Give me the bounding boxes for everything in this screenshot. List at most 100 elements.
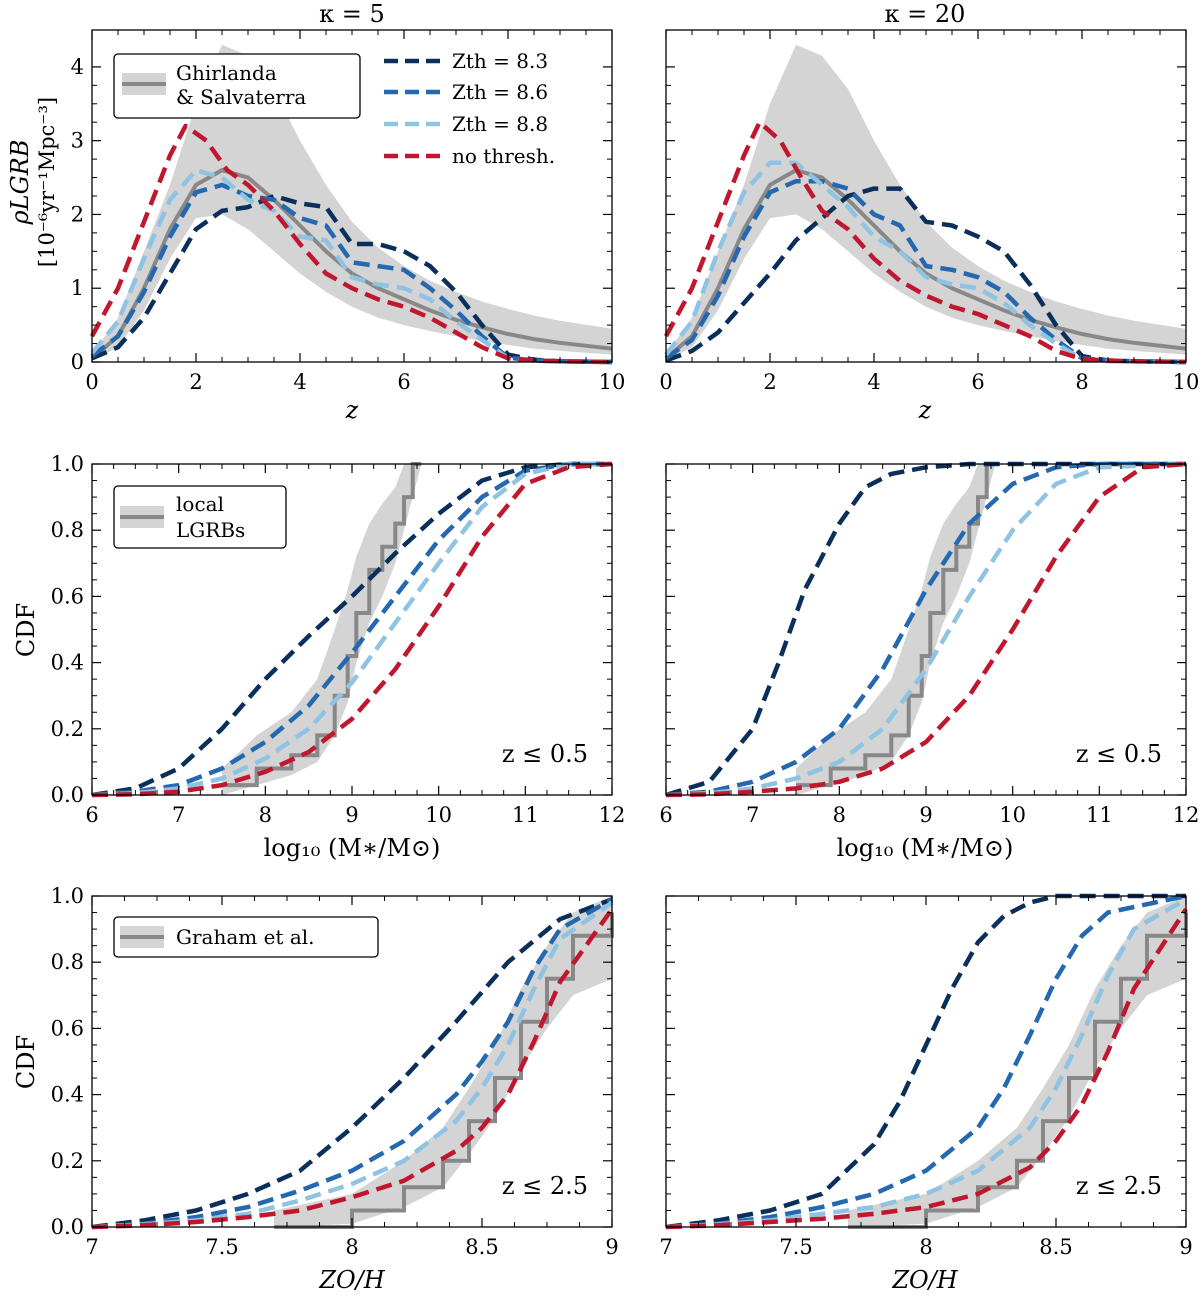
series-zth-8-6	[664, 178, 1187, 365]
y-tick-label: 3	[71, 129, 84, 153]
y-tick-label: 0.6	[51, 1016, 84, 1040]
y-tick-label: 1.0	[51, 452, 84, 476]
x-tick-label: 9	[345, 803, 358, 827]
metal-xlabel-left: ZO/H	[318, 1266, 385, 1294]
legend-ghirlanda-line2: & Salvaterra	[176, 85, 306, 109]
x-tick-label: 9	[605, 1235, 618, 1259]
y-tick-label: 1.0	[51, 884, 84, 908]
y-tick-label: 0.6	[51, 584, 84, 608]
series-zth-8-6	[91, 897, 614, 1230]
legend-label-z88: Zth = 8.8	[452, 112, 548, 136]
panel-rate-kappa20: 0 2 4 6 8 10	[659, 29, 1200, 394]
x-tick-label: 4	[293, 370, 306, 394]
metal-xlabel-right: ZO/H	[891, 1266, 958, 1294]
y-tick-label: 1	[71, 276, 84, 300]
series-zth-8-3	[91, 897, 613, 1230]
mass-annotation-left: z ≤ 0.5	[502, 740, 588, 768]
legend-models: Zth = 8.3 Zth = 8.6 Zth = 8.8 no thresh.	[374, 48, 588, 178]
x-tick-label: 7	[746, 803, 759, 827]
x-tick-label: 0	[659, 370, 672, 394]
x-tick-label: 8	[1075, 370, 1088, 394]
rate-ylabel: ρLGRB [10⁻⁶yr⁻¹Mpc⁻³]	[6, 97, 59, 267]
legend-ghirlanda-line1: Ghirlanda	[176, 61, 277, 85]
y-tick-label: 0	[71, 350, 84, 374]
series-zth-8-3	[665, 461, 1186, 798]
legend-local-line1: local	[176, 492, 224, 516]
x-tick-label: 8	[919, 1235, 932, 1259]
y-tick-label: 0.4	[51, 651, 84, 675]
mass-xlabel-left: log₁₀ (M∗/M⊙)	[264, 834, 441, 862]
series-zth-8-6	[665, 893, 1187, 1230]
obs-band	[848, 896, 1186, 1227]
mass-annotation-right: z ≤ 0.5	[1076, 740, 1162, 768]
metal-annotation-left: z ≤ 2.5	[502, 1172, 588, 1200]
series-zth-8-3	[665, 893, 1186, 1230]
series-no-thresh-	[664, 119, 1187, 365]
x-tick-label: 11	[1086, 803, 1113, 827]
x-tick-label: 9	[919, 803, 932, 827]
legend-frame	[113, 916, 379, 958]
series-no-thresh-	[91, 907, 614, 1230]
metal-annotation-right: z ≤ 2.5	[1076, 1172, 1162, 1200]
obs-line	[796, 462, 996, 788]
legend-frame	[113, 485, 287, 549]
rate-ylabel-line2: [10⁻⁶yr⁻¹Mpc⁻³]	[35, 97, 59, 267]
x-tick-label: 10	[599, 370, 626, 394]
legend-local-line2: LGRBs	[176, 518, 245, 542]
series-zth-8-8	[665, 461, 1187, 798]
obs-line	[274, 912, 614, 1229]
x-tick-label: 6	[659, 803, 672, 827]
x-tick-label: 8	[259, 803, 272, 827]
x-tick-label: 7	[85, 1235, 98, 1259]
x-tick-label: 8	[501, 370, 514, 394]
obs-band	[92, 44, 612, 361]
x-tick-label: 7.5	[205, 1235, 238, 1259]
series-zth-8-3	[91, 193, 613, 365]
y-tick-label: 2	[71, 202, 84, 226]
obs-line	[664, 168, 1187, 360]
y-tick-label: 0.2	[51, 1149, 84, 1173]
y-tick-label: 0.0	[51, 783, 84, 807]
panel-mass-kappa20: 6 7 8 9 10 11 12	[659, 461, 1200, 827]
x-tick-label: 8.5	[1039, 1235, 1072, 1259]
y-tick-label: 0.8	[51, 518, 84, 542]
y-tick-label: 0.4	[51, 1083, 84, 1107]
legend-graham: Graham et al.	[176, 925, 315, 949]
metal-ylabel: CDF	[12, 1035, 40, 1089]
x-tick-label: 7	[172, 803, 185, 827]
x-tick-label: 10	[999, 803, 1026, 827]
x-tick-label: 2	[763, 370, 776, 394]
rate-xlabel-right: z	[918, 396, 932, 424]
mass-xlabel-right: log₁₀ (M∗/M⊙)	[837, 834, 1014, 862]
obs-band	[666, 44, 1186, 361]
obs-band	[222, 464, 422, 795]
y-tick-label: 0.8	[51, 950, 84, 974]
x-tick-label: 10	[1173, 370, 1200, 394]
legend-label-z86: Zth = 8.6	[452, 80, 548, 104]
series-zth-8-6	[665, 461, 1186, 798]
x-tick-label: 9	[1179, 1235, 1192, 1259]
x-tick-label: 12	[1173, 803, 1200, 827]
x-tick-label: 2	[189, 370, 202, 394]
rate-xlabel-left: z	[345, 396, 359, 424]
legend-label-z83: Zth = 8.3	[452, 49, 548, 73]
x-tick-label: 6	[971, 370, 984, 394]
series-no-thresh-	[90, 123, 613, 365]
rate-ylabel-line1: ρLGRB	[6, 140, 34, 226]
x-tick-label: 11	[512, 803, 539, 827]
column-title-left: κ = 5	[319, 0, 385, 28]
legend-mass-observation: local LGRBs	[113, 485, 287, 549]
series-zth-8-3	[665, 186, 1187, 365]
y-tick-label: 0.0	[51, 1215, 84, 1239]
mass-ylabel: CDF	[12, 603, 40, 657]
x-tick-label: 6	[85, 803, 98, 827]
x-tick-label: 7.5	[779, 1235, 812, 1259]
panel-rate-kappa5: 0 2 4 6 8 10 0 1 2 3 4	[71, 29, 626, 394]
panel-metal-kappa20: 7 7.5 8 8.5 9	[659, 893, 1193, 1259]
panel-mass-kappa5: 6 7 8 9 10 11 12 0.0 0.2 0.4 0.6 0.8 1.0	[51, 452, 626, 827]
legend-metal-observation: Graham et al.	[113, 916, 379, 958]
y-tick-label: 4	[71, 55, 84, 79]
y-tick-label: 0.2	[51, 717, 84, 741]
x-tick-label: 6	[397, 370, 410, 394]
